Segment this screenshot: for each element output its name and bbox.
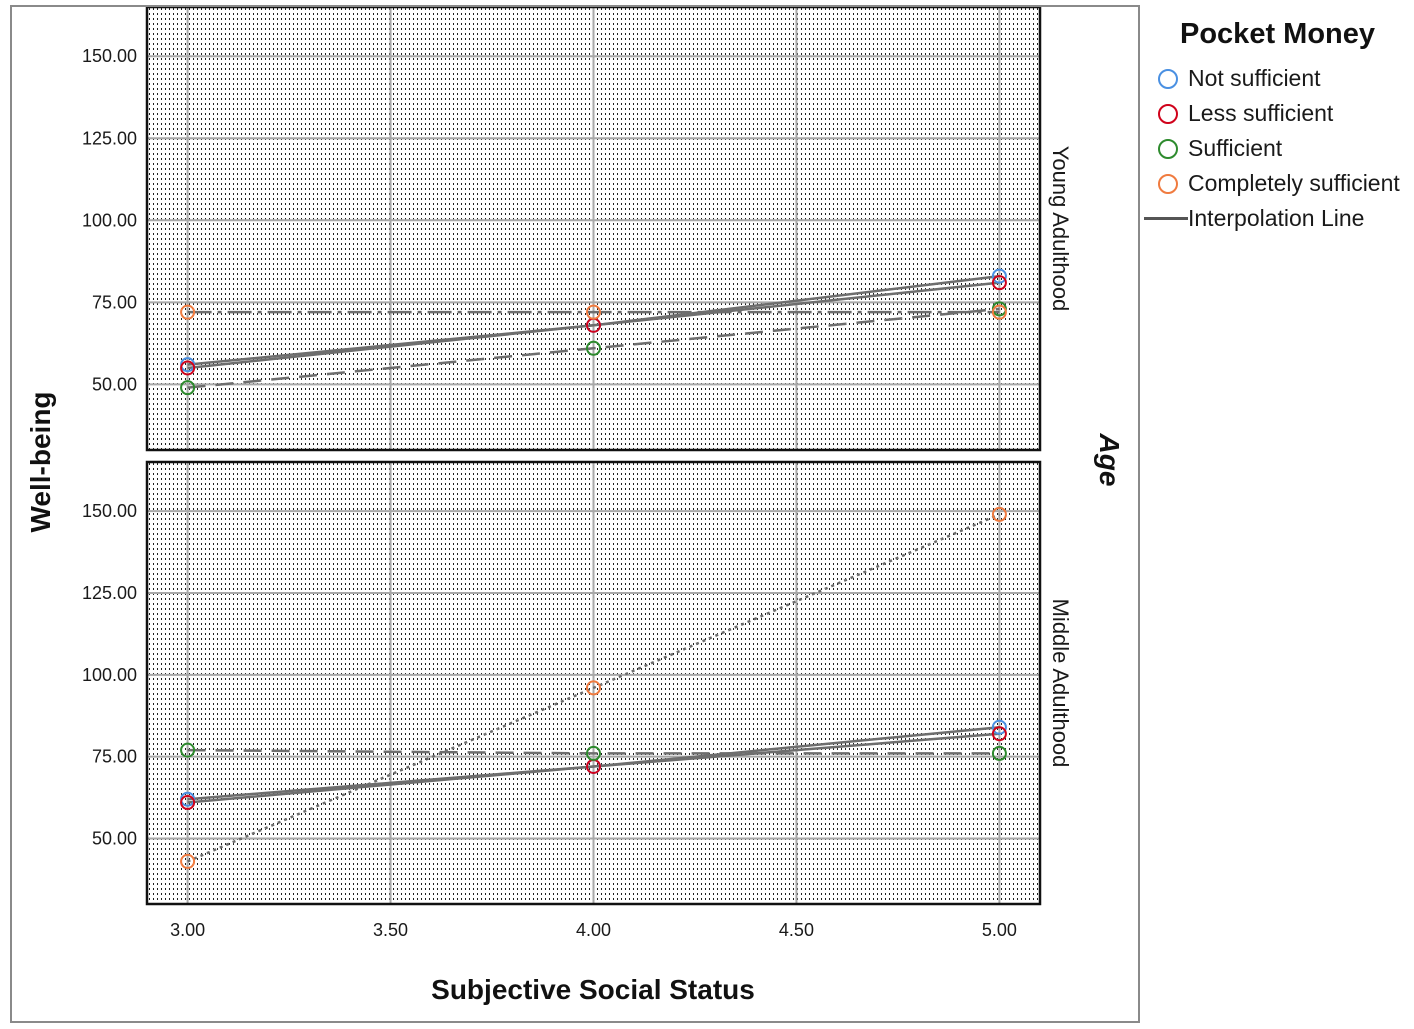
y-tick-label: 150.00 — [82, 501, 137, 521]
y-tick-label: 50.00 — [92, 374, 137, 394]
panel-middle-adulthood: 50.00 75.00 100.00 125.00 150.00 Middle Adult… — [82, 460, 1073, 906]
series-line-less-sufficient — [187, 732, 1000, 804]
facet-title: Age — [1094, 433, 1125, 487]
x-tick-label: 4.00 — [576, 920, 611, 940]
facet-label-young-adulthood: Young Adulthood — [1048, 146, 1073, 312]
legend-item-less-sufficient: Less sufficient — [1148, 96, 1414, 131]
data-point-less-sufficient — [180, 360, 196, 376]
y-axis-title: Well-being — [25, 391, 56, 532]
x-tick-label: 5.00 — [982, 920, 1017, 940]
y-tick-label: 75.00 — [92, 747, 137, 767]
data-point-completely-sufficient — [180, 304, 196, 320]
legend-label: Completely sufficient — [1188, 170, 1400, 196]
data-point-less-sufficient — [180, 795, 196, 811]
data-point-completely-sufficient — [586, 304, 601, 320]
legend-item-interpolation-line: Interpolation Line — [1144, 201, 1414, 236]
y-tick-label: 100.00 — [82, 665, 137, 685]
circle-marker-icon — [1148, 134, 1188, 164]
interpolation-line-icon — [1144, 204, 1188, 234]
panel-border — [145, 460, 1042, 906]
circle-marker-icon — [1148, 64, 1188, 94]
legend-label: Sufficient — [1188, 135, 1283, 161]
legend-item-not-sufficient: Not sufficient — [1148, 61, 1414, 96]
series-line-sufficient — [187, 307, 1000, 389]
legend-title: Pocket Money — [1180, 18, 1375, 50]
y-tick-label: 50.00 — [92, 829, 137, 849]
data-point-sufficient — [180, 380, 196, 396]
series-line-sufficient — [187, 748, 1000, 755]
y-tick-label: 125.00 — [82, 128, 137, 148]
y-tick-label: 150.00 — [82, 46, 137, 66]
data-point-completely-sufficient — [586, 680, 601, 696]
legend-item-completely-sufficient: Completely sufficient — [1148, 166, 1414, 201]
x-axis-title: Subjective Social Status — [431, 974, 755, 1005]
data-point-sufficient — [180, 742, 196, 758]
data-point-completely-sufficient — [180, 853, 196, 869]
legend-label: Interpolation Line — [1188, 205, 1365, 231]
x-tick-label: 4.50 — [779, 920, 814, 940]
data-point-completely-sufficient — [991, 304, 1007, 320]
facet-label-middle-adulthood: Middle Adulthood — [1048, 599, 1073, 768]
legend-item-sufficient: Sufficient — [1148, 131, 1414, 166]
data-point-sufficient — [586, 745, 601, 761]
x-tick-label: 3.00 — [170, 920, 205, 940]
panel-border — [145, 7, 1042, 452]
chart-svg: 50.00 75.00 100.00 125.00 150.00 Young Adulth… — [25, 7, 1125, 1005]
series-line-completely-sufficient — [187, 513, 1000, 863]
data-point-not-sufficient — [991, 268, 1007, 284]
data-point-sufficient — [586, 340, 601, 356]
data-point-completely-sufficient — [991, 506, 1007, 522]
legend-label: Less sufficient — [1188, 100, 1334, 126]
data-point-less-sufficient — [991, 275, 1007, 291]
y-tick-label: 125.00 — [82, 583, 137, 603]
legend: Pocket Money Not sufficient Less sufficie… — [1144, 18, 1414, 236]
y-tick-label: 75.00 — [92, 292, 137, 312]
series-line-less-sufficient — [187, 281, 1000, 370]
circle-marker-icon — [1148, 99, 1188, 129]
y-tick-label: 100.00 — [82, 210, 137, 230]
panel-young-adulthood: 50.00 75.00 100.00 125.00 150.00 Young Adulth… — [82, 7, 1073, 452]
legend-label: Not sufficient — [1188, 65, 1321, 91]
chart-frame: 50.00 75.00 100.00 125.00 150.00 Young Adulth… — [10, 5, 1140, 1023]
data-point-less-sufficient — [991, 726, 1007, 742]
x-axis: 3.00 3.50 4.00 4.50 5.00 — [170, 920, 1017, 940]
x-tick-label: 3.50 — [373, 920, 408, 940]
data-point-sufficient — [991, 745, 1007, 761]
data-point-not-sufficient — [991, 719, 1007, 735]
circle-marker-icon — [1148, 169, 1188, 199]
